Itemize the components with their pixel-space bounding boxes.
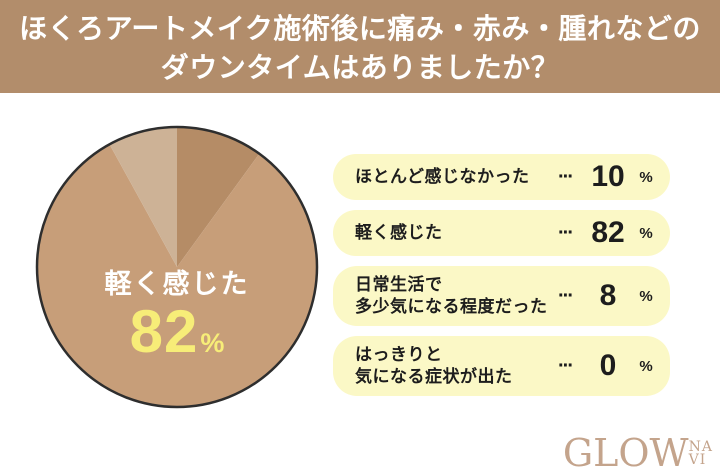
pie-chart-svg bbox=[35, 125, 319, 409]
legend-separator-dots: ··· bbox=[558, 284, 574, 307]
legend-item-1: 軽く感じた ··· 82% bbox=[333, 210, 670, 256]
legend-item-value: 82 bbox=[591, 216, 625, 249]
pie-slice-2 bbox=[109, 127, 177, 267]
legend-item-2: 日常生活で 多少気になる程度だった ··· 8% bbox=[333, 266, 670, 327]
legend-separator-dots: ··· bbox=[558, 354, 574, 377]
logo-navi-top: NA bbox=[688, 438, 713, 455]
legend-item-unit: % bbox=[639, 168, 653, 186]
pie-slice-1 bbox=[36, 144, 317, 408]
logo-navi-bottom: VI bbox=[688, 452, 707, 468]
legend-separator-dots: ··· bbox=[558, 165, 574, 188]
legend-item-label: 軽く感じた bbox=[355, 222, 443, 242]
legend-item-label: ほとんど感じなかった bbox=[355, 166, 530, 186]
legend-separator-dots: ··· bbox=[558, 221, 574, 244]
legend-item-label: 日常生活で 多少気になる程度だった bbox=[355, 275, 548, 317]
legend-item-value: 8 bbox=[599, 279, 617, 313]
legend-item-label: はっきりと 気になる症状が出た bbox=[355, 345, 513, 387]
legend-item-unit: % bbox=[639, 287, 653, 305]
legend: ほとんど感じなかった ··· 10% 軽く感じた ··· 82% 日常生活で 多少気になる程度… bbox=[333, 154, 670, 397]
legend-item-unit: % bbox=[639, 357, 653, 375]
logo-navi-text: NA VI bbox=[688, 438, 713, 468]
legend-item-3: はっきりと 気になる症状が出た ··· 0% bbox=[333, 336, 670, 397]
logo-glow-text: GLOW bbox=[562, 431, 689, 474]
title-banner: ほくろアートメイク施術後に痛み・赤み・腫れなどの ダウンタイムはありましたか？ bbox=[0, 0, 720, 93]
pie-chart: 軽く感じた 82% bbox=[34, 124, 320, 410]
legend-item-unit: % bbox=[639, 224, 653, 242]
brand-logo: GLOW NA VI bbox=[563, 434, 713, 472]
pie-slice-0 bbox=[177, 127, 260, 267]
legend-item-0: ほとんど感じなかった ··· 10% bbox=[333, 154, 670, 200]
legend-item-value: 10 bbox=[591, 160, 625, 193]
pie-outline bbox=[35, 125, 319, 409]
title-line-2: ダウンタイムはありましたか？ bbox=[160, 52, 560, 83]
legend-item-value: 0 bbox=[599, 349, 617, 383]
title-line-1: ほくろアートメイク施術後に痛み・赤み・腫れなどの bbox=[19, 13, 701, 44]
